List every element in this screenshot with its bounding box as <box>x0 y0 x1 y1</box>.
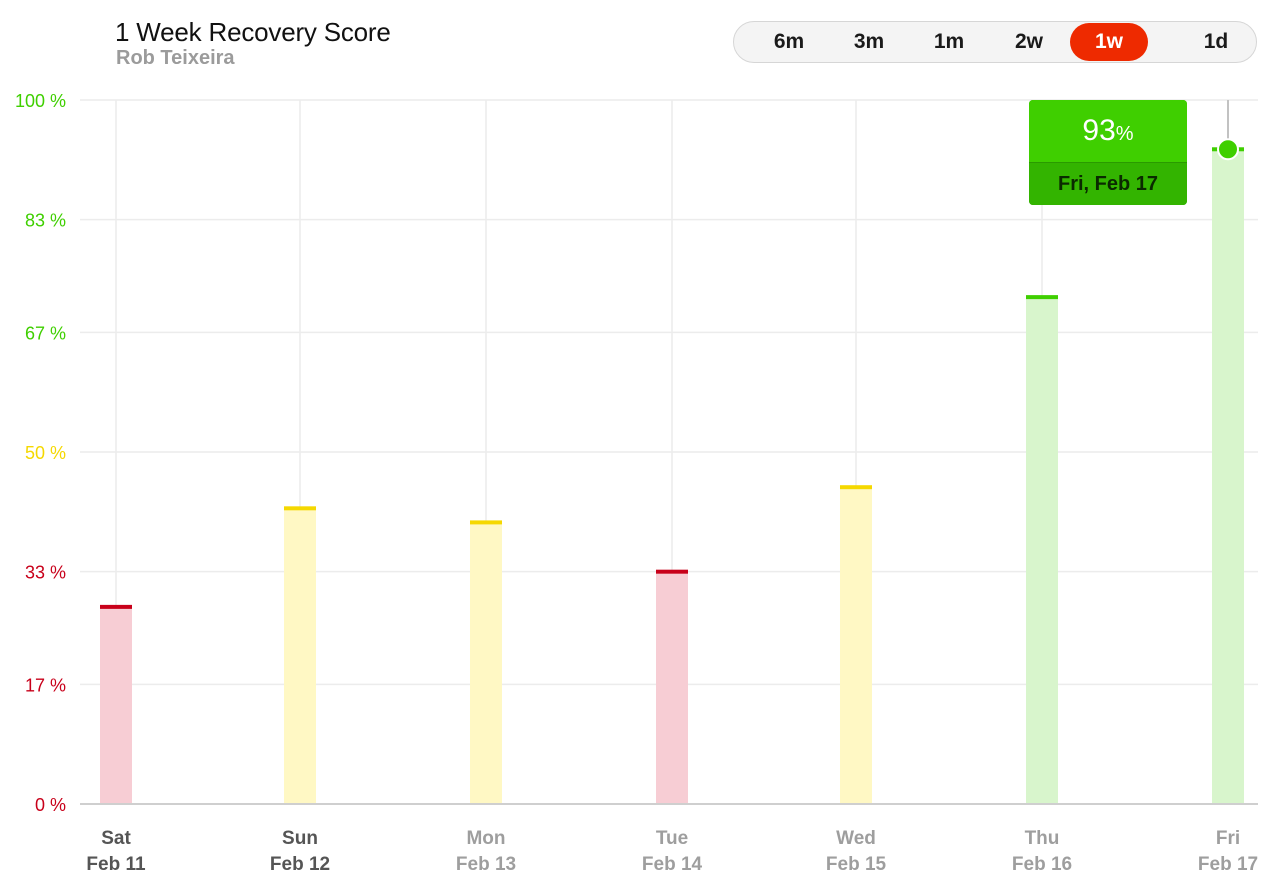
bar-mon <box>470 522 502 804</box>
bar-thu <box>1026 297 1058 804</box>
y-tick-label-33: 33 % <box>25 563 66 583</box>
chart-title: 1 Week Recovery Score <box>115 17 391 47</box>
y-tick-label-0: 0 % <box>35 795 66 815</box>
chart-subtitle: Rob Teixeira <box>116 47 235 69</box>
x-tick-date-sat: Feb 11 <box>86 854 146 875</box>
range-option-2w[interactable]: 2w <box>1014 30 1043 53</box>
bar-top-tue <box>656 569 688 574</box>
range-option-1m[interactable]: 1m <box>933 30 965 53</box>
bar-sat <box>100 606 132 804</box>
tooltip-value-unit: % <box>1115 123 1134 145</box>
value-tooltip: 93% Fri, Feb 17 <box>1029 100 1187 205</box>
range-option-1d[interactable]: 1d <box>1203 30 1229 53</box>
range-option-3m[interactable]: 3m <box>853 30 885 53</box>
tooltip-date: Fri, Feb 17 <box>1029 162 1187 205</box>
bar-top-mon <box>470 520 502 525</box>
x-tick-date-mon: Feb 13 <box>456 854 516 875</box>
bar-fri <box>1212 149 1244 804</box>
tooltip-value: 93% <box>1029 100 1187 162</box>
time-range-selector: 6m 3m 1m 2w 1w 1d <box>733 21 1257 63</box>
bar-sun <box>284 508 316 804</box>
y-tick-label-67: 67 % <box>25 323 66 343</box>
x-tick-day-mon: Mon <box>466 828 505 849</box>
range-option-6m[interactable]: 6m <box>773 30 805 53</box>
x-tick-day-sun: Sun <box>282 828 318 849</box>
bar-top-sun <box>284 506 316 511</box>
x-tick-day-wed: Wed <box>836 828 876 849</box>
x-tick-date-thu: Feb 16 <box>1012 854 1072 875</box>
x-tick-date-tue: Feb 14 <box>642 854 703 875</box>
x-tick-day-sat: Sat <box>101 828 131 849</box>
y-tick-label-50: 50 % <box>25 443 66 463</box>
bar-wed <box>840 487 872 804</box>
y-tick-label-83: 83 % <box>25 211 66 231</box>
bar-top-wed <box>840 485 872 490</box>
tooltip-value-number: 93 <box>1082 114 1116 147</box>
bar-top-sat <box>100 604 132 609</box>
bar-tue <box>656 571 688 804</box>
bar-top-thu <box>1026 295 1058 300</box>
y-tick-label-17: 17 % <box>25 675 66 695</box>
y-tick-label-100: 100 % <box>15 91 66 111</box>
x-tick-day-thu: Thu <box>1025 828 1060 849</box>
x-tick-date-wed: Feb 15 <box>826 854 887 875</box>
range-option-1w[interactable]: 1w <box>1070 23 1148 61</box>
x-tick-day-fri: Fri <box>1216 828 1240 849</box>
x-tick-date-sun: Feb 12 <box>270 854 330 875</box>
x-tick-day-tue: Tue <box>656 828 688 849</box>
highlight-point <box>1217 138 1239 161</box>
x-tick-date-fri: Feb 17 <box>1198 854 1258 875</box>
